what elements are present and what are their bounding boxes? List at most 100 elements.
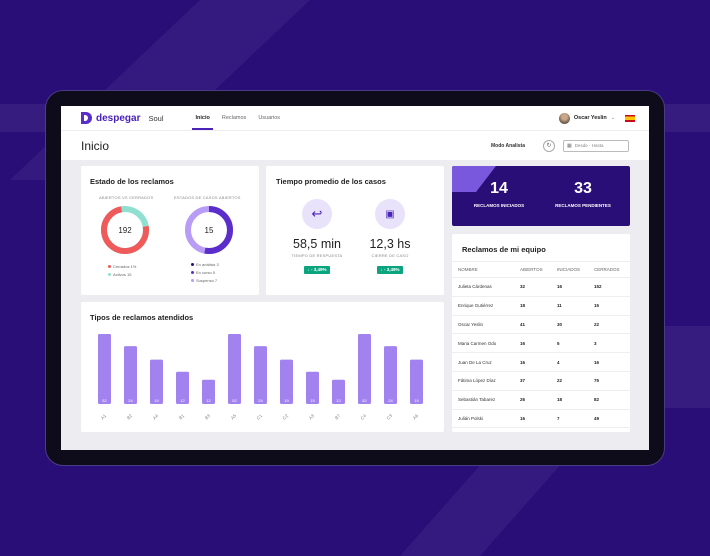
bar-A6[interactable]	[410, 359, 423, 404]
cell-nombre: Maria Carmen Odo	[452, 333, 520, 354]
bar-B7[interactable]	[332, 379, 345, 404]
donut2-value: 15	[205, 226, 214, 235]
cell-number: 18	[557, 390, 594, 410]
donut1-label: ABIERTOS VS CERRADOS	[99, 195, 154, 200]
tiempo-title: Tiempo promedio de los casos	[276, 177, 386, 186]
user-menu[interactable]: Oscar Yeslin ⌄	[558, 112, 635, 124]
avatar	[558, 112, 570, 124]
bar-value-label: 24	[388, 398, 393, 403]
cell-number: 18	[520, 296, 557, 316]
bar-C4[interactable]	[358, 334, 371, 404]
bar-B1[interactable]	[176, 371, 189, 404]
bar-C2[interactable]	[280, 359, 293, 404]
cell-number: 22	[594, 315, 630, 335]
col-nombre[interactable]: NOMBRE	[452, 261, 520, 278]
metric-respuesta-label: TIEMPO DE RESPUESTA	[291, 253, 343, 258]
table-row[interactable]: Julieta Cárdenas 32 16 152	[452, 277, 630, 297]
x-tick-label: A3	[308, 413, 316, 421]
table-row[interactable]: Fátima López Díaz 37 22 75	[452, 371, 630, 391]
kpi-decoration	[452, 166, 496, 192]
tab-inicio[interactable]: Inicio	[192, 106, 214, 130]
bar-A4[interactable]	[150, 359, 163, 404]
legend-activos: Activos 15	[108, 270, 136, 278]
bar-value-label: 19	[154, 398, 159, 403]
bar-C1[interactable]	[254, 346, 267, 404]
cell-number: 49	[594, 409, 630, 429]
bar-value-label: 19	[414, 398, 419, 403]
cell-number: 15	[594, 296, 630, 316]
donut1-value: 192	[118, 226, 132, 235]
spain-flag-icon[interactable]	[625, 114, 635, 122]
bar-value-label: 52	[102, 398, 107, 403]
bar-A5[interactable]	[228, 334, 241, 404]
tab-usuarios[interactable]: Usuarios	[258, 115, 281, 121]
cell-number: 11	[557, 296, 594, 316]
product-name: Soul	[148, 113, 164, 123]
x-tick-label: B2	[126, 413, 134, 421]
donut2-legend: En análisis 3 En curso 5 Suspenso 7	[191, 260, 219, 284]
cell-nombre: Enrique Gutiérrez	[452, 296, 520, 316]
logo[interactable]: despegar Soul	[81, 112, 163, 124]
mode-label[interactable]: Modo Analista	[491, 142, 525, 149]
bar-A1[interactable]	[98, 334, 111, 404]
logo-text: despegar	[96, 112, 141, 124]
bar-value-label: 12	[336, 398, 341, 403]
bar-value-label: 52	[362, 398, 367, 403]
cell-nombre: Oscar Yeslin	[452, 315, 520, 335]
tab-reclamos[interactable]: Reclamos	[221, 115, 247, 121]
bar-value-label: 24	[128, 398, 133, 403]
x-tick-label: C3	[386, 413, 394, 421]
cell-number: 37	[520, 371, 557, 391]
metric-respuesta-value: 58,5 min	[293, 237, 341, 251]
x-tick-label: A5	[230, 413, 238, 421]
table-row[interactable]: Oscar Yeslin 41 30 22	[452, 315, 630, 335]
cell-number: 22	[557, 371, 594, 391]
date-range-input[interactable]: ▦ Desde - Hasta	[563, 139, 629, 152]
page-header: Inicio Modo Analista ↻ ▦ Desde - Hasta	[61, 130, 649, 160]
cell-number: 32	[520, 277, 557, 297]
tipos-card: Tipos de reclamos atendidos 52 A1 24 B2 19 A4…	[81, 302, 444, 432]
despegar-logo-icon	[81, 112, 92, 124]
estado-card: Estado de los reclamos ABIERTOS VS CERRA…	[81, 166, 259, 295]
bar-B3[interactable]	[202, 379, 215, 404]
legend-cerrados: Cerrados 1%	[108, 262, 136, 270]
cell-number: 7	[557, 409, 594, 429]
cell-number: 82	[594, 390, 630, 410]
table-row[interactable]: Julián Polski 16 7 49	[452, 409, 630, 429]
x-tick-label: C1	[256, 413, 264, 421]
table-header-row: NOMBRE ABIERTOS INICIADOS CERRADOS	[452, 261, 630, 278]
table-row[interactable]: Juan De La Cruz 16 4 16	[452, 352, 630, 372]
cell-nombre: Fátima López Díaz	[452, 371, 520, 391]
col-cerrados[interactable]: CERRADOS	[594, 261, 630, 278]
cell-number: 16	[520, 333, 557, 354]
cell-number: 26	[520, 390, 557, 410]
cell-number: 30	[557, 315, 594, 335]
bar-value-label: 24	[258, 398, 263, 403]
x-tick-label: B1	[178, 413, 186, 421]
cell-number: 41	[520, 315, 557, 335]
table-row[interactable]: Maria Carmen Odo 16 5 3	[452, 333, 630, 354]
cell-number: 5	[557, 333, 594, 354]
cell-nombre: Julián Polski	[452, 409, 520, 429]
bar-value-label: 12	[206, 398, 211, 403]
col-abiertos[interactable]: ABIERTOS	[520, 261, 557, 278]
donut-abiertos-cerrados: 192	[101, 206, 149, 254]
table-row[interactable]: Sebastián Tabarez 26 18 82	[452, 390, 630, 410]
bar-A3[interactable]	[306, 371, 319, 404]
refresh-icon[interactable]: ↻	[543, 139, 555, 152]
metric-respuesta: ↩ 58,5 min TIEMPO DE RESPUESTA ↓ - 3,49%	[286, 199, 348, 276]
bar-C3[interactable]	[384, 346, 397, 404]
cell-number: 16	[594, 352, 630, 372]
col-iniciados[interactable]: INICIADOS	[557, 261, 594, 278]
legend-suspenso: Suspenso 7	[191, 276, 219, 284]
bar-value-label: 19	[284, 398, 289, 403]
kpi-iniciados-label: RECLAMOS INICIADOS	[473, 203, 525, 208]
table-row[interactable]: Enrique Gutiérrez 18 11 15	[452, 296, 630, 316]
calendar-icon: ▦	[567, 142, 572, 149]
kpi-pendientes: 33 RECLAMOS PENDIENTES	[548, 180, 618, 208]
x-tick-label: A1	[100, 413, 108, 421]
reply-icon: ↩	[302, 199, 332, 229]
bar-B2[interactable]	[124, 346, 137, 404]
top-nav-bar: despegar Soul Inicio Reclamos Usuarios O…	[61, 106, 649, 130]
cell-number: 16	[557, 277, 594, 297]
